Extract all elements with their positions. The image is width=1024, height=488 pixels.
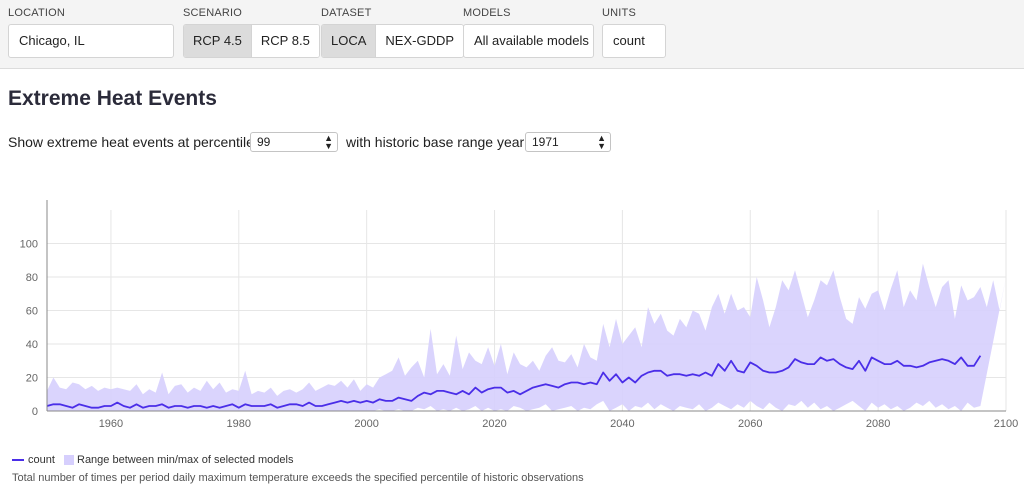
select-arrows-icon: ▲ ▼ (597, 133, 606, 151)
scenario-label: SCENARIO (183, 7, 243, 19)
y-tick-label: 100 (20, 239, 38, 251)
models-label: MODELS (463, 7, 511, 19)
range-band-area (47, 263, 1006, 411)
dataset-nexgddp-button[interactable]: NEX-GDDP (376, 25, 464, 57)
percentile-value: 99 (257, 135, 271, 149)
select-arrows-icon: ▲ ▼ (324, 133, 333, 151)
x-tick-label: 2040 (610, 418, 634, 430)
percentile-select[interactable]: 99 ▲ ▼ (250, 132, 338, 152)
dataset-group: DATASET (321, 6, 372, 20)
legend-range-swatch (64, 455, 74, 465)
y-tick-label: 80 (26, 272, 38, 284)
units-group: UNITS (602, 6, 636, 20)
count-series-line (46, 355, 982, 409)
base-range-text: with historic base range year (346, 134, 525, 150)
x-tick-label: 1960 (99, 418, 123, 430)
chart-caption: Total number of times per period daily m… (12, 472, 584, 484)
page-title: Extreme Heat Events (8, 87, 217, 110)
location-label: LOCATION (8, 7, 66, 19)
dataset-loca-button[interactable]: LOCA (322, 25, 377, 57)
units-select[interactable]: count (602, 24, 666, 58)
y-tick-label: 40 (26, 339, 38, 351)
percentile-prefix: Show extreme heat events at percentile (8, 134, 254, 150)
legend-line-swatch (12, 459, 24, 461)
scenario-group: SCENARIO (183, 6, 242, 20)
legend-count-label: count (28, 454, 55, 466)
x-tick-label: 2020 (482, 418, 506, 430)
location-group: LOCATION (8, 6, 65, 20)
y-tick-label: 0 (32, 406, 38, 418)
x-tick-label: 2100 (994, 418, 1018, 430)
x-tick-label: 2000 (354, 418, 378, 430)
scenario-toggle: RCP 4.5 RCP 8.5 (183, 24, 320, 58)
toolbar: LOCATION Chicago, IL SCENARIO RCP 4.5 RC… (0, 0, 1024, 69)
models-group: MODELS (463, 6, 511, 20)
models-select[interactable]: All available models (463, 24, 594, 58)
units-label: UNITS (602, 7, 636, 19)
dataset-toggle: LOCA NEX-GDDP (321, 24, 465, 58)
x-tick-label: 2060 (738, 418, 762, 430)
y-tick-label: 20 (26, 373, 38, 385)
dataset-label: DATASET (321, 7, 372, 19)
range-band-layer (47, 263, 1006, 411)
location-input[interactable]: Chicago, IL (8, 24, 174, 58)
legend-range-label: Range between min/max of selected models (77, 454, 294, 466)
count-line-layer (46, 355, 982, 409)
y-tick-label: 60 (26, 306, 38, 318)
base-year-value: 1971 (532, 135, 559, 149)
base-year-select[interactable]: 1971 ▲ ▼ (525, 132, 611, 152)
x-tick-label: 1980 (227, 418, 251, 430)
x-tick-label: 2080 (866, 418, 890, 430)
scenario-rcp85-button[interactable]: RCP 8.5 (251, 25, 319, 57)
scenario-rcp45-button[interactable]: RCP 4.5 (184, 25, 252, 57)
